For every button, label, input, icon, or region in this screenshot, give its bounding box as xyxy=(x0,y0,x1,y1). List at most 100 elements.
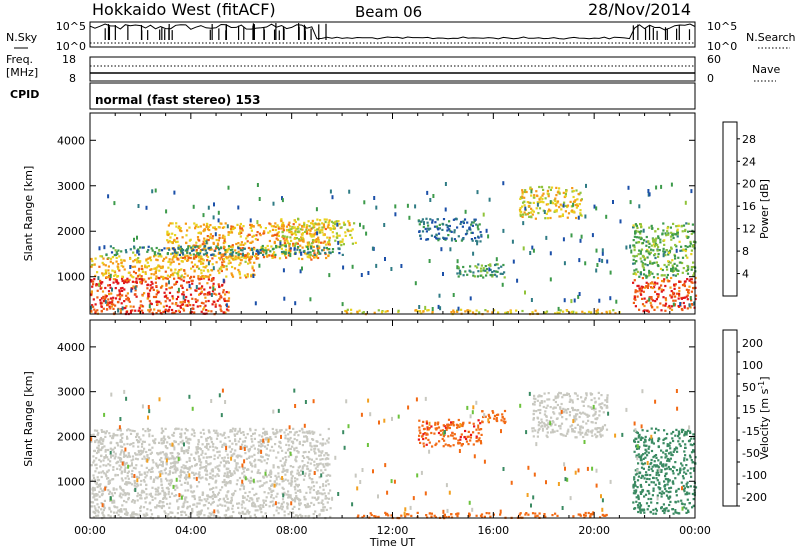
velocity-cell xyxy=(109,435,112,438)
power-cell xyxy=(141,309,144,312)
power-cell xyxy=(209,233,212,236)
power-cell xyxy=(168,239,171,243)
power-cell xyxy=(261,244,264,248)
cpid-panel-frame xyxy=(89,82,696,110)
power-cell xyxy=(311,239,315,242)
power-cell xyxy=(651,272,654,275)
velocity-cell xyxy=(97,514,100,517)
velocity-cell xyxy=(201,491,204,494)
power-cell xyxy=(123,268,126,271)
velocity-cell xyxy=(167,435,170,438)
velocity-cell xyxy=(418,429,421,432)
velocity-cell xyxy=(100,471,103,474)
velocity-cell xyxy=(212,442,215,446)
power-cell xyxy=(572,200,576,203)
power-cell xyxy=(662,222,665,225)
power-cell xyxy=(288,228,291,231)
velocity-cell xyxy=(92,461,95,464)
velocity-cell xyxy=(325,480,328,483)
velocity-cell xyxy=(302,440,305,443)
power-speckle xyxy=(173,190,176,195)
power-cell xyxy=(107,298,110,301)
velocity-cell xyxy=(135,433,139,436)
power-cell xyxy=(221,283,224,287)
power-cell xyxy=(224,253,227,256)
velocity-cell xyxy=(97,432,100,435)
power-cell xyxy=(676,235,679,238)
velocity-cell xyxy=(107,482,110,485)
velocity-cell xyxy=(532,413,535,416)
power-cell xyxy=(532,210,535,213)
power-cell xyxy=(431,221,434,224)
velocity-cell xyxy=(269,436,272,439)
velocity-cell xyxy=(146,508,149,511)
power-cell xyxy=(252,269,255,272)
power-cell xyxy=(282,224,285,227)
power-cell xyxy=(231,251,235,254)
velocity-cell xyxy=(193,458,197,461)
velocity-cell xyxy=(152,461,155,464)
power-cell xyxy=(189,304,192,307)
power-cell xyxy=(165,277,168,280)
velocity-cell xyxy=(244,512,247,515)
velocity-cell xyxy=(156,477,159,480)
power-cell xyxy=(134,254,137,257)
velocity-cell xyxy=(96,433,99,436)
power-cell xyxy=(220,246,223,249)
power-cell xyxy=(144,272,147,275)
power-cell xyxy=(206,235,209,238)
power-cell xyxy=(470,238,473,241)
velocity-cell xyxy=(306,461,310,464)
power-cell xyxy=(297,217,300,220)
velocity-cell xyxy=(174,440,177,443)
power-cell xyxy=(158,265,161,268)
velocity-cell xyxy=(97,447,100,450)
power-cell xyxy=(134,309,137,312)
power-cell xyxy=(101,281,104,284)
power-cell xyxy=(141,246,144,249)
velocity-cell xyxy=(123,454,126,457)
power-cell xyxy=(567,212,571,215)
power-cell xyxy=(235,252,238,255)
velocity-cell xyxy=(143,471,146,474)
velocity-cell xyxy=(321,499,324,502)
velocity-cell xyxy=(130,483,134,486)
power-cell xyxy=(165,288,168,291)
power-speckle xyxy=(351,264,354,269)
power-cell xyxy=(676,269,679,272)
power-cell xyxy=(247,246,250,250)
velocity-cell xyxy=(111,437,114,440)
power-speckle xyxy=(585,183,587,188)
velocity-cell xyxy=(469,436,472,439)
power-cell xyxy=(572,310,575,313)
velocity-cell xyxy=(207,442,210,446)
velocity-cell xyxy=(605,406,608,409)
power-cell xyxy=(137,274,140,278)
velocity-cell xyxy=(289,447,292,450)
velocity-cell xyxy=(191,510,194,513)
power-cell xyxy=(473,275,476,278)
power-cell xyxy=(670,296,673,299)
velocity-cell xyxy=(124,508,127,511)
power-cell xyxy=(664,254,667,257)
power-cell xyxy=(122,265,125,268)
velocity-cell xyxy=(116,428,119,431)
velocity-cell xyxy=(183,481,187,484)
velocity-cell xyxy=(164,512,167,515)
power-cell xyxy=(170,261,173,264)
velocity-cell xyxy=(242,496,245,499)
power-cell xyxy=(251,240,254,243)
velocity-cell xyxy=(191,471,194,474)
power-speckle xyxy=(444,207,447,212)
velocity-cell xyxy=(183,476,187,479)
power-cell xyxy=(207,225,210,228)
power-cell xyxy=(176,253,179,256)
velocity-cell xyxy=(171,511,174,514)
power-cell xyxy=(205,309,208,312)
velocity-cell xyxy=(487,413,490,416)
power-cell xyxy=(414,309,417,312)
velocity-cell xyxy=(231,493,234,496)
velocity-cell xyxy=(294,514,298,517)
power-cell xyxy=(123,300,126,303)
power-cell xyxy=(579,212,582,215)
